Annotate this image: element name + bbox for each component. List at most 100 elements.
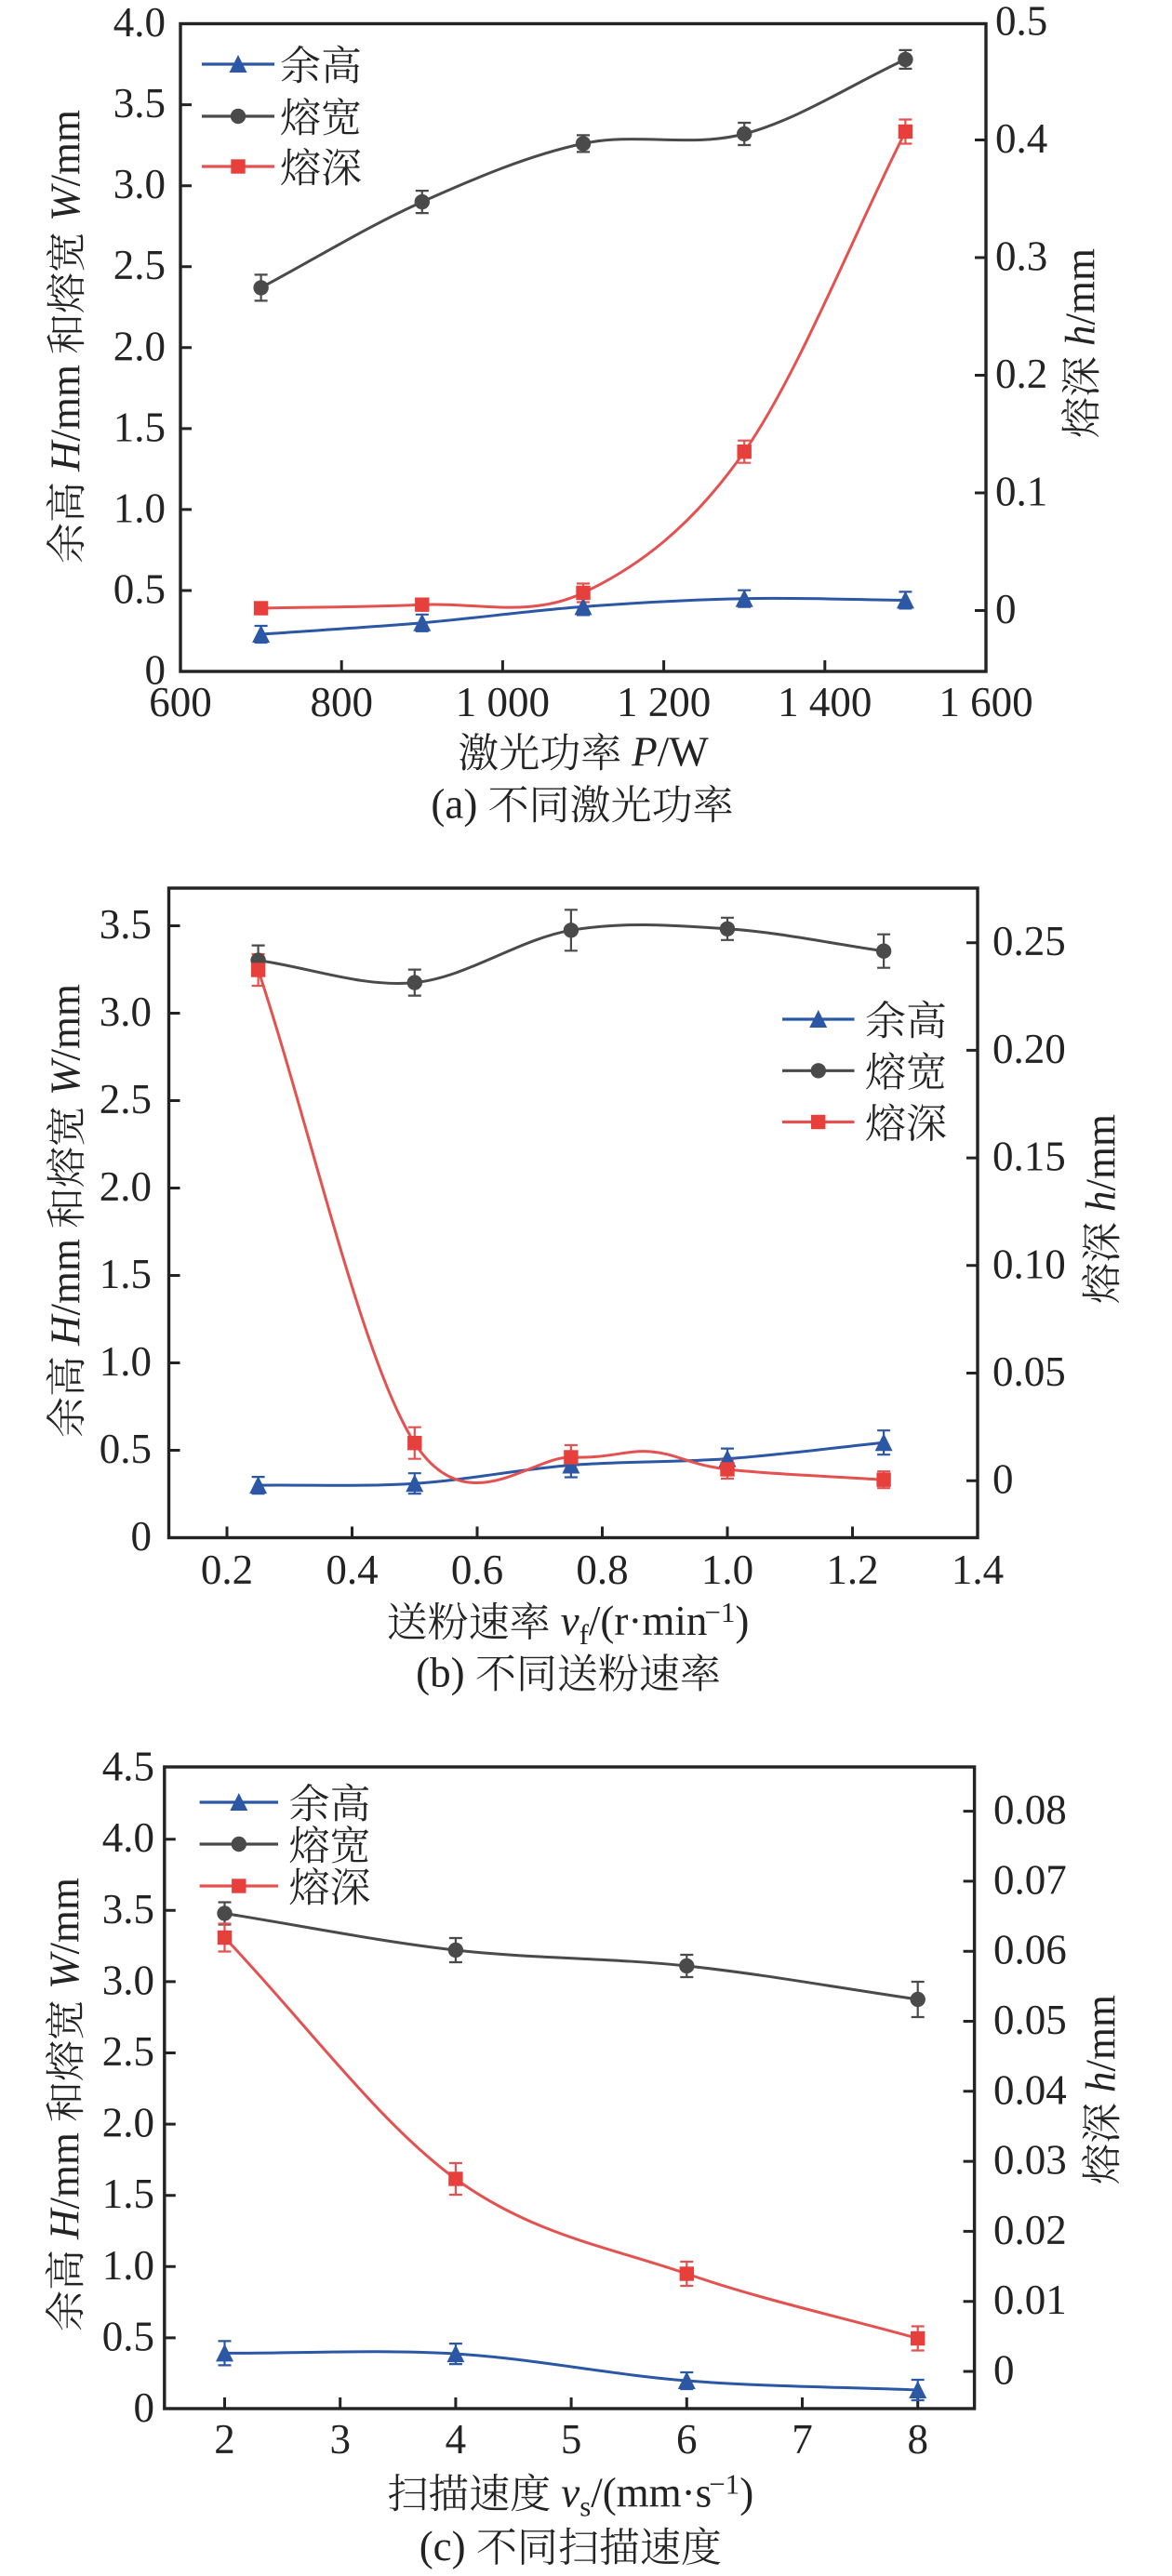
svg-text:v: v	[561, 2469, 579, 2516]
svg-text:6: 6	[676, 2416, 698, 2463]
svg-text:4: 4	[446, 2416, 467, 2463]
svg-text:): )	[735, 1598, 749, 1644]
svg-text:1.5: 1.5	[113, 404, 166, 450]
svg-text:3.5: 3.5	[102, 1886, 154, 1932]
svg-text:2.5: 2.5	[113, 242, 166, 288]
svg-text:800: 800	[310, 679, 373, 725]
svg-text:0.5: 0.5	[995, 0, 1047, 45]
svg-text:5: 5	[561, 2416, 582, 2463]
svg-text:0.1: 0.1	[995, 469, 1047, 515]
svg-text:−1: −1	[709, 2467, 739, 2500]
svg-text:0.5: 0.5	[102, 2313, 154, 2359]
svg-text:1.0: 1.0	[100, 1338, 152, 1385]
svg-text:3: 3	[329, 2416, 351, 2463]
svg-text:0: 0	[993, 2347, 1015, 2394]
svg-text:0.20: 0.20	[992, 1026, 1066, 1072]
svg-text:/mm: /mm	[43, 1239, 89, 1316]
svg-text:0.5: 0.5	[100, 1426, 152, 1472]
svg-text:1.0: 1.0	[113, 485, 166, 531]
svg-text:/(r·min: /(r·min	[589, 1598, 707, 1644]
svg-text:h: h	[1058, 325, 1104, 347]
svg-text:/mm: /mm	[1078, 1114, 1125, 1191]
svg-text:1 400: 1 400	[778, 679, 872, 725]
svg-text:/mm: /mm	[42, 2132, 88, 2210]
svg-text:2.5: 2.5	[102, 2028, 154, 2075]
svg-text:H: H	[43, 439, 89, 472]
svg-text:2.0: 2.0	[113, 323, 166, 369]
svg-text:4.5: 4.5	[102, 1744, 154, 1790]
svg-text:−1: −1	[704, 1596, 735, 1628]
svg-text:(b): (b)	[416, 1650, 464, 1696]
svg-text:P: P	[631, 729, 658, 776]
svg-text:0.15: 0.15	[992, 1134, 1066, 1180]
svg-text:600: 600	[149, 679, 212, 725]
svg-text:7: 7	[792, 2416, 813, 2463]
svg-text:8: 8	[907, 2416, 928, 2463]
svg-text:0.07: 0.07	[993, 1856, 1067, 1903]
svg-text:0: 0	[992, 1456, 1014, 1503]
svg-text:0: 0	[131, 1513, 153, 1560]
svg-text:0.01: 0.01	[993, 2277, 1067, 2323]
svg-text:4.0: 4.0	[113, 0, 166, 46]
svg-text:1.4: 1.4	[952, 1547, 1004, 1593]
svg-text:2.0: 2.0	[100, 1163, 152, 1210]
svg-text:0.8: 0.8	[576, 1547, 628, 1593]
svg-text:0: 0	[145, 647, 166, 694]
svg-text:/mm: /mm	[1078, 1995, 1125, 2072]
svg-text:W: W	[43, 1057, 89, 1095]
svg-text:0.02: 0.02	[993, 2207, 1067, 2253]
svg-text:3.0: 3.0	[102, 1957, 154, 2003]
svg-text:3.0: 3.0	[100, 989, 152, 1035]
svg-text:2.5: 2.5	[100, 1076, 152, 1122]
svg-text:f: f	[579, 1618, 590, 1651]
svg-text:/mm: /mm	[43, 110, 89, 187]
svg-text:W: W	[42, 1951, 88, 1989]
svg-text:0.4: 0.4	[326, 1547, 378, 1593]
svg-text:0: 0	[995, 586, 1017, 632]
svg-text:1 600: 1 600	[939, 679, 1032, 725]
svg-text:h: h	[1078, 1191, 1125, 1213]
svg-text:0.2: 0.2	[995, 351, 1047, 397]
svg-text:0.2: 0.2	[201, 1547, 253, 1593]
svg-text:s: s	[579, 2490, 591, 2522]
svg-text:1.5: 1.5	[100, 1251, 152, 1297]
svg-text:3.0: 3.0	[113, 161, 166, 207]
svg-text:0.04: 0.04	[993, 2066, 1067, 2113]
svg-text:/W: /W	[658, 729, 710, 776]
svg-text:0.6: 0.6	[451, 1547, 503, 1593]
svg-text:0.05: 0.05	[992, 1348, 1066, 1395]
svg-text:(a): (a)	[431, 781, 477, 828]
svg-text:0.25: 0.25	[992, 918, 1066, 964]
svg-text:0.06: 0.06	[993, 1927, 1067, 1973]
svg-text:1.5: 1.5	[102, 2171, 154, 2217]
svg-text:0.5: 0.5	[113, 566, 166, 613]
svg-text:1.0: 1.0	[701, 1547, 753, 1593]
svg-text:0.08: 0.08	[993, 1786, 1067, 1833]
svg-text:1.0: 1.0	[102, 2242, 154, 2289]
svg-text:4.0: 4.0	[102, 1814, 154, 1861]
svg-text:H: H	[43, 1313, 89, 1347]
svg-text:0.4: 0.4	[995, 115, 1047, 162]
svg-text:H: H	[42, 2207, 88, 2240]
svg-text:0.3: 0.3	[995, 233, 1047, 280]
svg-text:/mm: /mm	[43, 365, 89, 442]
svg-text:0.03: 0.03	[993, 2137, 1067, 2184]
svg-text:0.05: 0.05	[993, 1997, 1067, 2043]
svg-text:h: h	[1078, 2072, 1125, 2093]
svg-text:3.5: 3.5	[113, 80, 166, 126]
svg-text:0: 0	[134, 2384, 155, 2431]
svg-text:): )	[739, 2469, 753, 2516]
svg-text:/mm: /mm	[42, 1878, 88, 1955]
svg-text:1.2: 1.2	[826, 1547, 878, 1593]
svg-text:/(mm·s: /(mm·s	[591, 2469, 712, 2516]
svg-text:(c): (c)	[420, 2523, 466, 2569]
svg-text:3.5: 3.5	[100, 901, 152, 948]
svg-text:0.10: 0.10	[992, 1241, 1066, 1287]
svg-text:2: 2	[214, 2416, 235, 2463]
svg-text:2.0: 2.0	[102, 2100, 154, 2146]
svg-text:W: W	[43, 183, 89, 221]
svg-text:/mm: /mm	[1058, 248, 1104, 325]
svg-text:/mm: /mm	[43, 984, 89, 1061]
svg-text:v: v	[561, 1598, 579, 1644]
svg-text:1 200: 1 200	[617, 679, 711, 725]
